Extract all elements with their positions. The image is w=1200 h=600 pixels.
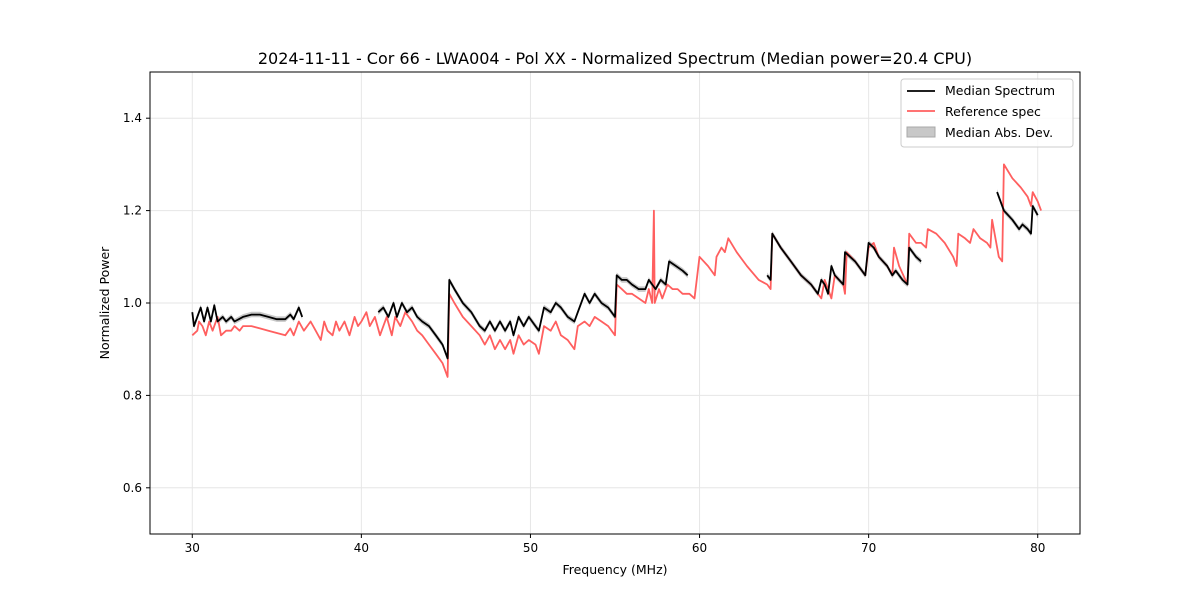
x-tick-label: 30	[185, 541, 200, 555]
legend-mad-label: Median Abs. Dev.	[945, 125, 1053, 140]
x-tick-label: 50	[523, 541, 538, 555]
x-axis-label: Frequency (MHz)	[562, 562, 667, 577]
x-axis-ticks: 30 40 50 60 70 80	[185, 534, 1045, 555]
x-tick-label: 60	[692, 541, 707, 555]
y-tick-label: 0.8	[123, 388, 142, 402]
legend-reference-label: Reference spec	[945, 104, 1041, 119]
legend-median-label: Median Spectrum	[945, 83, 1055, 98]
y-tick-label: 0.6	[123, 481, 142, 495]
series-lines	[191, 163, 1042, 378]
legend: Median Spectrum Reference spec Median Ab…	[900, 78, 1074, 148]
median-spectrum-line	[766, 232, 922, 295]
y-tick-label: 1.2	[123, 204, 142, 218]
reference-spec-line	[191, 163, 1042, 378]
legend-mad-swatch	[906, 126, 936, 138]
mad-band	[378, 258, 688, 362]
x-tick-label: 80	[1030, 541, 1045, 555]
y-axis-ticks: 0.6 0.8 1.0 1.2 1.4	[123, 111, 150, 495]
y-tick-label: 1.0	[123, 296, 142, 310]
y-axis-label: Normalized Power	[97, 246, 112, 360]
median-spectrum-line	[996, 191, 1039, 235]
x-tick-label: 40	[354, 541, 369, 555]
median-spectrum-line	[191, 304, 304, 328]
y-tick-label: 1.4	[123, 111, 142, 125]
legend-box	[900, 78, 1074, 148]
chart-title: 2024-11-11 - Cor 66 - LWA004 - Pol XX - …	[258, 49, 972, 68]
x-tick-label: 70	[861, 541, 876, 555]
median-spectrum-line	[377, 260, 689, 360]
